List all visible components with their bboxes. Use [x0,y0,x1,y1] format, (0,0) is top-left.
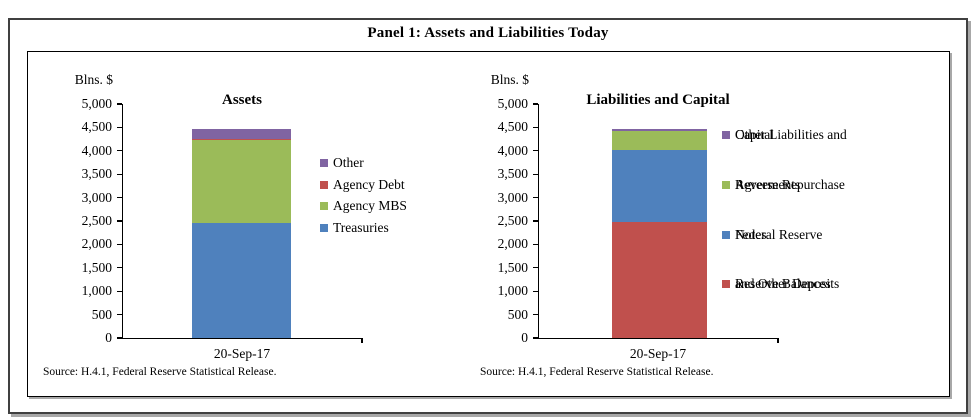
x-tick-label: 20-Sep-17 [213,346,271,361]
bar-segment-treasuries [192,222,291,338]
y-tick-label: 3,500 [81,166,112,182]
y-tick-label: 4,000 [81,142,112,158]
y-tick-label: 2,500 [497,213,528,228]
bar-segment-federal-reserve-notes [612,150,707,222]
y-tick-label: 4,500 [497,119,528,135]
y-tick-label: 4,500 [81,119,112,135]
legend-item: Treasuries [320,220,389,235]
y-tick [117,243,122,246]
chart-inner-frame [27,51,950,397]
legend-swatch [320,159,328,167]
legend-swatch [320,202,328,211]
y-tick-label: 500 [507,306,528,322]
y-tick-label: 0 [105,330,112,345]
y-tick [117,337,122,339]
y-tick [533,243,538,246]
x-axis [122,337,363,339]
legend-swatch [722,180,730,189]
chart-title: Liabilities and Capital [586,92,730,108]
source-note: Source: H.4.1, Federal Reserve Statistic… [480,366,714,378]
bar-segment-other [192,129,291,140]
legend-item: Agency MBS [320,198,407,213]
panel-title: Panel 1: Assets and Liabilities Today [367,25,609,41]
y-tick-label: 3,000 [497,189,528,205]
y-tick [117,103,122,105]
y-axis-unit-label: Blns. $ [490,72,529,87]
y-tick-label: 1,500 [497,259,528,275]
y-axis [122,104,124,338]
legend-item: Reserve Balances and Other Deposits [722,276,839,291]
y-tick-label: 3,000 [81,189,112,205]
y-tick [117,197,122,199]
y-tick-label: 1,000 [81,283,112,299]
legend-item: Other Liabilities and Capital [722,127,847,142]
y-tick [117,267,122,269]
y-tick [533,290,538,292]
y-tick-label: 2,000 [81,236,112,252]
bar-segment-agency-mbs [192,139,291,223]
legend-swatch [320,180,328,189]
legend-swatch [320,224,328,233]
source-note: Source: H.4.1, Federal Reserve Statistic… [43,366,277,378]
y-tick-label: 2,500 [81,213,112,228]
y-tick [117,173,122,175]
y-tick [533,150,538,152]
y-tick [533,220,538,222]
y-tick [533,103,538,105]
x-axis-end-tick [361,338,363,343]
y-tick-label: 500 [91,306,112,322]
y-tick [117,150,122,152]
assets-chart: Blns. $ Assets 0 500 1,000 1,500 2,000 2,500 3… [27,51,443,397]
y-tick-label: 5,000 [81,96,112,111]
y-tick-label: 4,000 [497,142,528,158]
y-tick-label: 0 [521,330,528,345]
y-tick [533,337,538,339]
y-tick-label: 1,000 [497,283,528,299]
chart-title: Assets [222,92,262,108]
y-tick [117,126,122,129]
y-tick [533,267,538,269]
bar-segment-reverse-repurchase-agreements [612,131,707,151]
legend-item: Other [320,155,364,170]
y-tick [533,126,538,129]
y-axis [538,104,540,338]
legend-swatch [722,230,730,239]
legend-item: Federal Reserve Notes [722,227,822,242]
y-tick [117,290,122,292]
legend-swatch [722,131,730,139]
y-tick [117,220,122,222]
legend-swatch [722,280,730,289]
y-tick [533,173,538,175]
y-tick-label: 2,000 [497,236,528,252]
y-tick-label: 5,000 [497,96,528,111]
bar-segment-reserve-balances-and-other-deposits [612,221,707,338]
x-axis [538,337,779,339]
y-tick [117,314,122,316]
y-tick-label: 3,500 [497,166,528,182]
y-tick-label: 1,500 [81,259,112,275]
liabilities-chart: Blns. $ Liabilities and Capital 0 500 1,00… [443,51,950,397]
x-axis-end-tick [777,338,779,343]
y-tick [533,197,538,199]
y-axis-unit-label: Blns. $ [74,72,113,87]
x-tick-label: 20-Sep-17 [629,346,687,361]
y-tick [533,314,538,316]
legend-item: Reverse Repurchase Agreements [722,177,845,192]
legend-item: Agency Debt [320,177,405,192]
bar-segment-other-liabilities-and-capital [612,129,707,132]
